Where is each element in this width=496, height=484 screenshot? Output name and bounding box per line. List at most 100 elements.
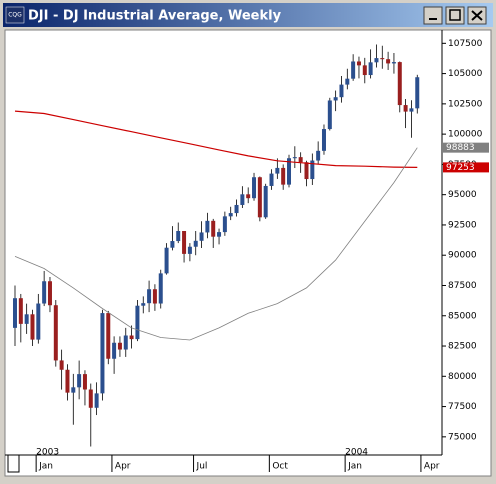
close-icon bbox=[471, 10, 483, 21]
candle-body bbox=[205, 220, 210, 233]
candle-body bbox=[415, 77, 420, 109]
plot: 75000 77500 80000 82500 85000 87500 90000 92500… bbox=[12, 39, 489, 472]
candle-body bbox=[141, 303, 146, 306]
candle-body bbox=[123, 335, 128, 350]
candle-body bbox=[158, 273, 163, 304]
candle-body bbox=[193, 240, 198, 247]
candle-body bbox=[59, 360, 64, 370]
y-tick-label: 80000 bbox=[448, 372, 477, 382]
candle-body bbox=[182, 230, 187, 254]
minimize-button[interactable] bbox=[423, 6, 443, 25]
last-value-label: 98883 bbox=[446, 143, 475, 153]
candle-body bbox=[380, 58, 385, 60]
candle-body bbox=[147, 289, 152, 304]
candle-body bbox=[12, 298, 17, 328]
x-tick-label: Jan bbox=[38, 462, 53, 472]
chart-background bbox=[4, 29, 492, 477]
candle-body bbox=[18, 298, 23, 324]
candle-body bbox=[36, 303, 41, 340]
candle-body bbox=[292, 157, 297, 159]
candle-body bbox=[82, 374, 87, 390]
candle-body bbox=[374, 58, 379, 63]
candle-body bbox=[100, 313, 105, 394]
candle-body bbox=[351, 61, 356, 79]
candle-body bbox=[135, 305, 140, 340]
candle-body bbox=[339, 84, 344, 98]
app-icon bbox=[5, 6, 25, 24]
candle-body bbox=[94, 393, 99, 408]
candle-body bbox=[386, 59, 391, 64]
candle-body bbox=[333, 97, 338, 101]
candle-body bbox=[304, 162, 309, 180]
y-tick-label: 107500 bbox=[448, 39, 483, 49]
candle-body bbox=[187, 246, 192, 254]
candle-body bbox=[30, 314, 35, 340]
candle-body bbox=[321, 129, 326, 151]
candle-body bbox=[397, 62, 402, 106]
candle-body bbox=[129, 335, 134, 340]
candle-body bbox=[42, 281, 47, 304]
candle-body bbox=[269, 173, 274, 186]
candle-body bbox=[403, 105, 408, 112]
y-tick-label: 85000 bbox=[448, 311, 477, 321]
candle-body bbox=[316, 150, 321, 161]
candle-body bbox=[356, 61, 361, 66]
y-tick-label: 75000 bbox=[448, 432, 477, 442]
x-tick-label: Oct bbox=[272, 462, 288, 472]
candle-body bbox=[199, 232, 204, 241]
window-buttons[interactable] bbox=[423, 6, 487, 25]
candle-body bbox=[170, 241, 175, 248]
candle-body bbox=[246, 194, 251, 199]
scroll-box[interactable] bbox=[7, 454, 20, 473]
y-tick-label: 105000 bbox=[448, 69, 483, 79]
candle-body bbox=[281, 167, 286, 185]
candle-body bbox=[217, 232, 222, 237]
last-value-label: 97253 bbox=[446, 163, 475, 173]
y-tick-label: 102500 bbox=[448, 99, 483, 109]
candle-body bbox=[222, 216, 227, 233]
candle-body bbox=[152, 289, 157, 304]
year-label: 2004 bbox=[345, 448, 368, 458]
app-icon-text: CQG bbox=[8, 12, 22, 19]
candle-body bbox=[263, 185, 268, 218]
y-tick-label: 92500 bbox=[448, 220, 477, 230]
x-tick-label: Jan bbox=[347, 462, 362, 472]
x-tick-label: Apr bbox=[115, 462, 131, 472]
last-value-box bbox=[443, 162, 489, 173]
candle-body bbox=[88, 389, 93, 408]
x-tick-label: Jul bbox=[196, 462, 208, 472]
candle-body bbox=[71, 387, 76, 393]
candle-body bbox=[47, 281, 52, 306]
candle-body bbox=[252, 177, 257, 199]
candle-body bbox=[327, 100, 332, 130]
candle-body bbox=[287, 158, 292, 185]
maximize-icon bbox=[449, 9, 461, 21]
candle-body bbox=[409, 108, 414, 112]
candle-body bbox=[310, 160, 315, 180]
candle-body bbox=[257, 177, 262, 218]
y-tick-label: 90000 bbox=[448, 251, 477, 261]
y-tick-label: 95000 bbox=[448, 190, 477, 200]
candle-body bbox=[391, 62, 396, 64]
y-tick-label: 82500 bbox=[448, 342, 477, 352]
candle-body bbox=[298, 157, 303, 163]
title-bar bbox=[3, 3, 493, 27]
y-tick-label: 100000 bbox=[448, 130, 483, 140]
candle-body bbox=[53, 305, 58, 361]
candle-body bbox=[368, 62, 373, 76]
candle-body bbox=[164, 247, 169, 274]
y-tick-label: 87500 bbox=[448, 281, 477, 291]
candle-body bbox=[228, 213, 233, 217]
candle-body bbox=[240, 194, 245, 205]
candle-body bbox=[24, 314, 29, 324]
x-tick-label: Apr bbox=[424, 462, 440, 472]
candle-body bbox=[77, 374, 82, 388]
candle-body bbox=[65, 369, 70, 393]
moving-average bbox=[14, 147, 418, 341]
candle-body bbox=[112, 342, 117, 359]
year-label: 2003 bbox=[36, 448, 59, 458]
candle-body bbox=[211, 220, 216, 237]
candle-body bbox=[106, 313, 111, 359]
candle-body bbox=[234, 204, 239, 214]
